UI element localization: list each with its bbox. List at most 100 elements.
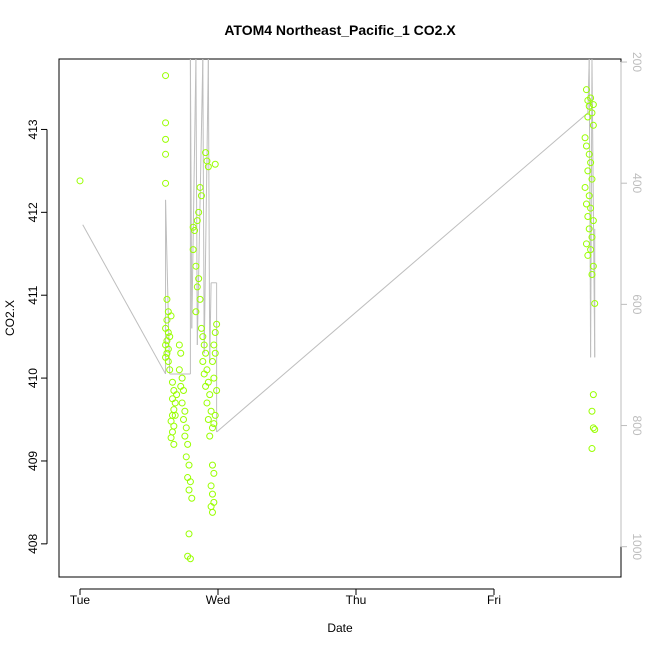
data-point <box>591 425 599 433</box>
y-tick-label: 409 <box>26 451 40 471</box>
x-tick-label: Thu <box>346 593 367 607</box>
data-point <box>588 175 596 183</box>
line-segment <box>216 112 589 433</box>
x-tick-label: Tue <box>70 593 91 607</box>
data-point <box>162 150 170 158</box>
data-point <box>162 179 170 187</box>
data-point <box>202 349 210 357</box>
data-point <box>210 469 218 477</box>
data-point <box>210 341 218 349</box>
y2-tick-label: 600 <box>630 294 644 314</box>
x-axis-label: Date <box>327 621 353 635</box>
data-point <box>162 135 170 143</box>
data-point <box>588 233 596 241</box>
data-point <box>588 445 596 453</box>
data-point <box>163 349 171 357</box>
data-point <box>180 387 187 395</box>
data-point <box>189 223 197 231</box>
data-point <box>587 246 595 254</box>
data-point <box>178 374 186 382</box>
series-layer <box>76 58 599 563</box>
data-point <box>186 555 194 563</box>
data-point <box>208 508 216 516</box>
data-point <box>581 183 589 191</box>
data-point <box>582 86 590 94</box>
data-point <box>584 167 592 175</box>
data-point <box>587 94 595 102</box>
data-point <box>195 275 203 283</box>
data-point <box>203 399 211 407</box>
data-point <box>196 295 204 303</box>
data-point <box>162 119 170 127</box>
data-point <box>186 478 194 486</box>
y-tick-label: 412 <box>26 202 40 222</box>
data-point <box>163 295 171 303</box>
data-point <box>177 349 185 357</box>
line-segment <box>590 58 593 358</box>
data-point <box>193 217 201 225</box>
data-point <box>585 102 593 110</box>
data-point <box>170 440 178 448</box>
data-point <box>204 163 212 171</box>
data-point <box>581 134 589 142</box>
data-point <box>200 341 208 349</box>
x-tick-label: Wed <box>206 593 230 607</box>
data-point <box>193 283 201 291</box>
data-point <box>584 113 592 121</box>
data-point <box>166 366 174 374</box>
data-point <box>213 387 221 395</box>
data-point <box>582 142 590 150</box>
data-point <box>210 374 218 382</box>
data-point <box>168 428 176 436</box>
data-point <box>185 461 193 469</box>
data-point <box>175 366 183 374</box>
data-point <box>207 407 215 415</box>
data-point <box>189 246 197 254</box>
data-point <box>584 212 592 220</box>
data-point <box>170 422 178 430</box>
data-point <box>178 399 186 407</box>
data-point <box>587 159 595 167</box>
data-point <box>211 160 219 168</box>
y2-tick-label: 400 <box>630 173 644 193</box>
data-point <box>213 320 221 328</box>
line-segment <box>191 58 197 329</box>
data-point <box>185 530 193 538</box>
line-segment <box>82 224 166 375</box>
data-point <box>585 225 593 233</box>
data-point <box>589 121 597 129</box>
data-point <box>180 416 187 424</box>
axes-layer: Tue Wed Thu Fri 408 409 410 411 412 413 200 400 600 8… <box>26 52 644 607</box>
y-axis-label: CO2.X <box>3 300 17 336</box>
data-point <box>166 333 174 341</box>
data-point <box>192 262 200 270</box>
data-point <box>584 251 592 259</box>
data-point <box>582 240 590 248</box>
data-point <box>182 424 190 432</box>
data-point <box>170 406 178 414</box>
data-point <box>589 391 597 399</box>
data-point <box>199 333 207 341</box>
data-point <box>175 341 183 349</box>
data-point <box>164 345 172 353</box>
y-tick-label: 410 <box>26 368 40 388</box>
data-point <box>211 411 219 419</box>
data-point <box>182 453 190 461</box>
data-point <box>202 149 210 157</box>
data-point <box>582 200 590 208</box>
y-tick-label: 411 <box>26 285 40 304</box>
data-point <box>185 486 193 494</box>
data-point <box>188 494 196 502</box>
line-segment <box>203 58 209 354</box>
data-point <box>200 370 208 378</box>
data-point <box>211 349 219 357</box>
data-point <box>588 109 596 117</box>
data-point <box>191 227 199 235</box>
data-point <box>164 358 172 366</box>
line-segment <box>207 58 211 362</box>
data-point <box>167 434 175 442</box>
data-point <box>585 150 593 158</box>
data-point <box>587 204 595 212</box>
data-point <box>208 424 216 432</box>
data-point <box>588 407 596 415</box>
